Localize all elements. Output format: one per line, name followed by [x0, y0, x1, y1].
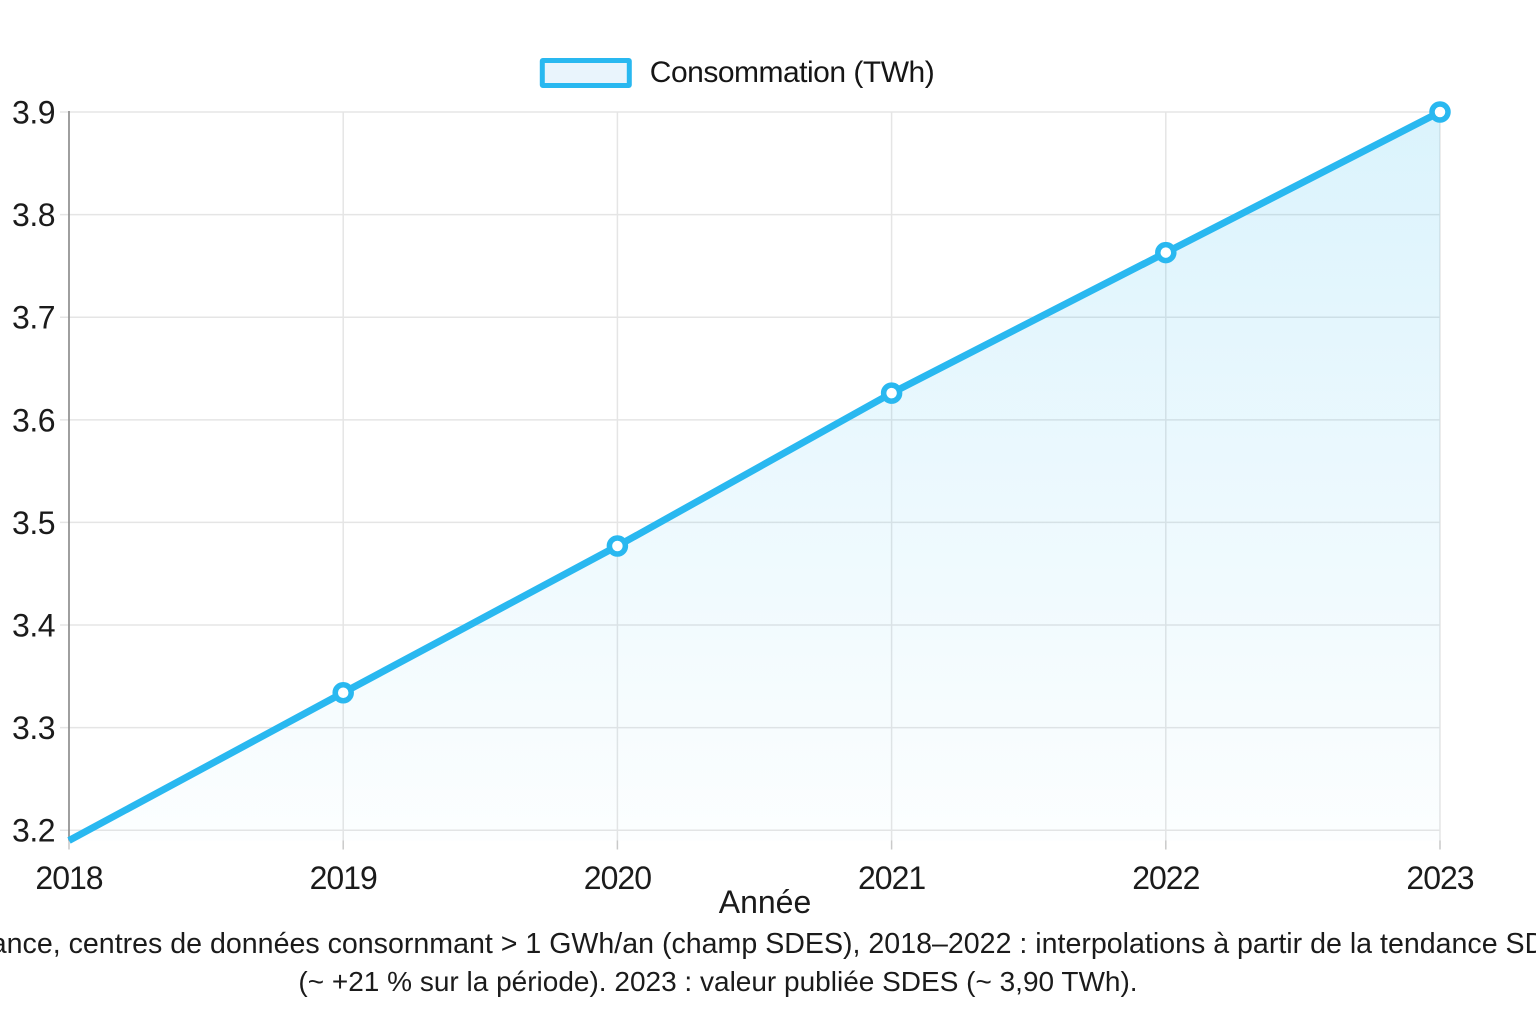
x-tick-label: 2021 [858, 860, 925, 896]
x-axis-title: Année [718, 884, 812, 920]
y-tick-label: 3.6 [12, 402, 55, 438]
data-point-marker [1429, 101, 1451, 123]
data-point-marker [1155, 241, 1177, 264]
x-tick-label: 2019 [310, 860, 377, 896]
data-point-marker [332, 681, 354, 704]
y-tick-label: 3.8 [12, 197, 55, 233]
data-point-marker [880, 382, 903, 404]
x-tick-label: 2018 [35, 860, 102, 896]
caption: ance, centres de données consornmant > 1… [0, 928, 1536, 970]
y-tick-label: 3.4 [12, 608, 55, 644]
data-point-marker [606, 535, 629, 557]
x-tick-label: 2020 [584, 860, 651, 896]
legend-swatch [539, 58, 632, 88]
legend-label: Consommation (TWh) [649, 56, 935, 89]
y-tick-label: 3.7 [12, 300, 55, 336]
y-tick-label: 3.9 [12, 95, 55, 131]
legend: Consommation (TWh) [539, 56, 935, 90]
series-line [67, 108, 1442, 844]
y-tick-label: 3.2 [12, 813, 55, 849]
caption-line-1: ance, centres de données consornmant > 1… [0, 928, 1536, 960]
x-tick-label: 2022 [1132, 860, 1199, 896]
caption-line-2: (~ +21 % sur la période). 2023 : valeur … [298, 966, 1138, 997]
y-tick-label: 3.5 [12, 505, 55, 541]
x-tick-label: 2023 [1406, 860, 1473, 896]
y-tick-label: 3.3 [12, 710, 55, 746]
